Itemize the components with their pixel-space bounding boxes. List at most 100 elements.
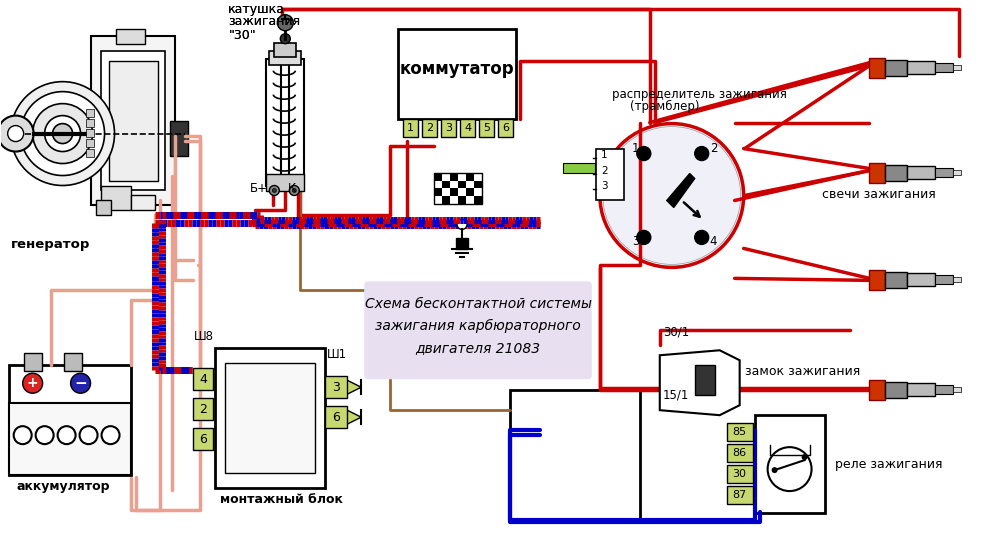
Circle shape [272,188,276,193]
Bar [908,274,935,286]
Text: −: − [74,376,87,391]
Bar [563,163,595,173]
Bar [953,64,961,70]
Bar [474,188,482,197]
Circle shape [11,82,114,186]
Circle shape [695,230,709,245]
Circle shape [801,454,807,460]
Bar [9,403,130,475]
Bar [953,169,961,175]
Bar [24,353,42,371]
Bar [225,363,315,473]
Text: 1: 1 [632,141,639,155]
Text: 15/1: 15/1 [662,388,689,401]
Text: 2: 2 [426,123,433,133]
Circle shape [277,15,293,31]
Bar [326,376,348,398]
Text: 2: 2 [601,165,608,175]
Bar [935,168,953,176]
Text: свечи зажигания: свечи зажигания [821,188,935,201]
Text: зажигания: зажигания [228,15,301,28]
Text: монтажный блок: монтажный блок [220,493,344,506]
Text: аккумулятор: аккумулятор [17,480,110,493]
Bar [398,29,516,118]
Bar [510,390,639,520]
Text: 1: 1 [407,123,414,133]
Text: 30/1: 30/1 [662,325,689,339]
Polygon shape [348,410,361,424]
Bar [935,63,953,72]
Bar [458,173,466,181]
Text: (трамблер): (трамблер) [630,99,699,112]
Bar [498,118,513,136]
Text: "30": "30" [228,29,256,41]
Bar [908,383,935,396]
Circle shape [23,373,43,393]
Bar [215,348,326,488]
Bar [596,149,624,200]
Bar [422,118,437,136]
Bar [466,188,474,197]
Circle shape [36,426,54,444]
Bar [108,61,159,181]
Bar [727,423,753,441]
Polygon shape [348,380,361,394]
Bar [269,51,301,64]
Bar [886,382,908,398]
Circle shape [33,104,92,164]
Text: распределитель зажигания: распределитель зажигания [612,87,786,100]
Bar [870,163,886,182]
Bar [434,181,442,188]
Polygon shape [666,174,695,207]
Circle shape [637,146,650,161]
Bar [450,173,458,181]
Bar [194,398,213,420]
Circle shape [289,186,299,195]
Bar [727,465,753,483]
Bar [434,197,442,204]
Circle shape [269,186,279,195]
Bar [85,149,93,157]
FancyBboxPatch shape [364,281,592,379]
Text: 4: 4 [710,235,717,248]
Bar [466,197,474,204]
Bar [442,173,450,181]
Bar [85,109,93,117]
Text: 6: 6 [502,123,509,133]
Text: Схема бесконтактной системы
зажигания карбюраторного
двигателя 21083: Схема бесконтактной системы зажигания ка… [364,298,592,355]
Circle shape [45,116,80,152]
Bar [474,181,482,188]
Text: 3: 3 [601,181,608,192]
Text: 30: 30 [733,469,747,479]
Circle shape [637,230,650,245]
Text: 3: 3 [632,235,639,248]
Bar [326,406,348,428]
Bar [442,197,450,204]
Text: зажигания: зажигания [228,15,301,28]
Text: катушка: катушка [228,3,285,16]
Bar [100,51,166,191]
Text: 85: 85 [733,427,747,437]
Text: 4: 4 [464,123,471,133]
Bar [466,173,474,181]
Polygon shape [659,351,740,415]
Bar [442,188,450,197]
Bar [456,239,468,250]
Bar [458,197,466,204]
Text: реле зажигания: реле зажигания [834,458,942,471]
Circle shape [21,92,104,175]
Circle shape [71,373,90,393]
Text: замок зажигания: замок зажигания [745,365,860,378]
Circle shape [292,188,296,193]
Circle shape [8,126,24,141]
Text: 2: 2 [710,141,717,155]
Text: 86: 86 [733,448,747,458]
Text: 4: 4 [200,373,208,385]
Bar [171,121,189,156]
Bar [194,428,213,450]
Bar [274,43,296,57]
Text: 6: 6 [333,411,341,424]
Bar [886,60,908,76]
Text: 87: 87 [733,490,747,500]
Bar [870,270,886,290]
